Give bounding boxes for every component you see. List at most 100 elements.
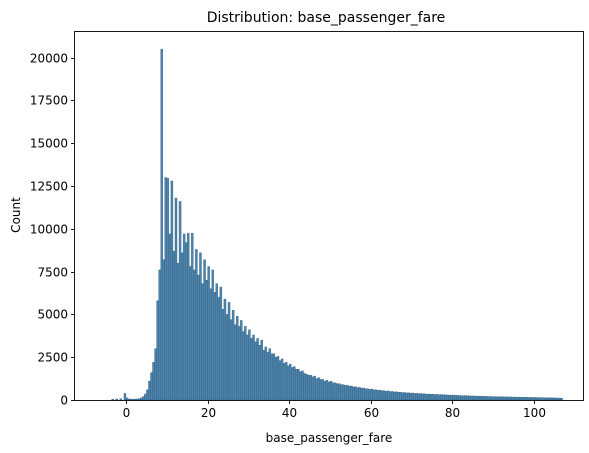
histogram-bar [201, 283, 204, 401]
y-tick-label: 12500 [30, 180, 68, 194]
y-tick-label: 20000 [30, 52, 68, 66]
histogram-bar [342, 384, 345, 401]
y-tick-label: 5000 [37, 308, 68, 322]
histogram-bar [472, 395, 476, 401]
histogram-bar [533, 397, 537, 401]
histogram-bar [182, 233, 186, 401]
histogram-bar [325, 380, 329, 401]
histogram-bar [466, 395, 469, 401]
histogram-bar [344, 385, 347, 401]
histogram-bar [154, 348, 157, 401]
y-tick-label: 17500 [30, 94, 68, 108]
histogram-bar [295, 369, 298, 401]
histogram-bar [246, 334, 249, 401]
histogram-bar [168, 233, 172, 401]
histogram-bar [248, 329, 251, 401]
histogram-bar [419, 393, 423, 401]
histogram-bar [474, 396, 478, 401]
histogram-bar [327, 381, 331, 401]
histogram-bar [393, 391, 396, 401]
histogram-bar [480, 396, 484, 401]
histogram-bar [352, 386, 355, 401]
histogram-bar [258, 345, 261, 401]
histogram-bar [213, 291, 216, 401]
x-tick-label: 80 [445, 406, 460, 420]
histogram-bar [411, 392, 414, 401]
histogram-bar [299, 371, 302, 401]
histogram-bar [405, 392, 408, 401]
histogram-bar [140, 397, 143, 401]
histogram-bar [262, 350, 265, 401]
histogram-bar [395, 391, 398, 401]
histogram-bar [397, 392, 400, 401]
histogram-bar [158, 269, 161, 401]
histogram-bar [433, 394, 437, 401]
histogram-bar [329, 380, 333, 401]
histogram-bar [195, 249, 198, 401]
histogram-bar [523, 397, 527, 401]
histogram-bar [242, 331, 245, 401]
histogram-bar [313, 375, 316, 401]
histogram-bar [184, 242, 188, 401]
histogram-bar [309, 375, 312, 401]
histogram-bar [315, 378, 318, 401]
histogram-bar [193, 269, 196, 401]
histogram-bar [162, 259, 165, 401]
histogram-bar [386, 390, 390, 401]
histogram-bar [431, 394, 435, 401]
histogram-bar [435, 394, 439, 401]
histogram-bar [189, 266, 192, 401]
histogram-bar [136, 398, 139, 401]
histogram-bars [111, 48, 563, 401]
histogram-bar [499, 396, 502, 401]
histogram-bar [452, 394, 455, 401]
histogram-bar [178, 201, 182, 401]
histogram-bar [482, 396, 486, 401]
histogram-bar [244, 326, 247, 401]
histogram-bar [338, 383, 341, 401]
histogram-bar [205, 280, 208, 401]
histogram-bar [507, 396, 510, 401]
histogram-bar [440, 394, 443, 401]
histogram-bar [240, 320, 243, 401]
histogram-bar [478, 396, 482, 401]
histogram-bar [546, 397, 549, 401]
histogram-bar [301, 370, 304, 401]
x-tick-label: 0 [123, 406, 131, 420]
histogram-bar [558, 397, 561, 401]
histogram-bar [556, 397, 559, 401]
histogram-bar [552, 397, 555, 401]
histogram-bar [519, 397, 522, 401]
histogram-bar [199, 252, 202, 401]
histogram-bar [360, 388, 363, 401]
histogram-bar [219, 286, 223, 401]
histogram-bar [525, 397, 529, 401]
histogram-bar [399, 391, 402, 401]
histogram-bar [354, 386, 357, 401]
histogram-bar [464, 395, 467, 401]
histogram-bar [191, 232, 194, 401]
histogram-bar [235, 315, 239, 401]
histogram-bar [380, 390, 384, 401]
histogram-bar [252, 334, 255, 401]
histogram-bar [127, 398, 131, 401]
histogram-bar [378, 389, 382, 401]
histogram-bar [374, 389, 378, 401]
histogram-bar [266, 351, 269, 401]
histogram-bar [217, 297, 221, 401]
y-tick-label: 15000 [30, 137, 68, 151]
histogram-bar [509, 396, 512, 401]
histogram-bar [513, 396, 516, 401]
histogram-bar [123, 393, 127, 401]
histogram-bar [409, 392, 412, 401]
histogram-bar [231, 309, 235, 401]
histogram-bar [289, 363, 292, 401]
histogram-bar [554, 397, 557, 401]
histogram-bar [527, 397, 531, 401]
histogram-bar [215, 283, 218, 401]
x-tick-label: 60 [364, 406, 379, 420]
histogram-bar [233, 324, 237, 401]
histogram-bar [160, 48, 163, 401]
histogram-bar [384, 391, 388, 401]
histogram-bar [368, 389, 371, 401]
